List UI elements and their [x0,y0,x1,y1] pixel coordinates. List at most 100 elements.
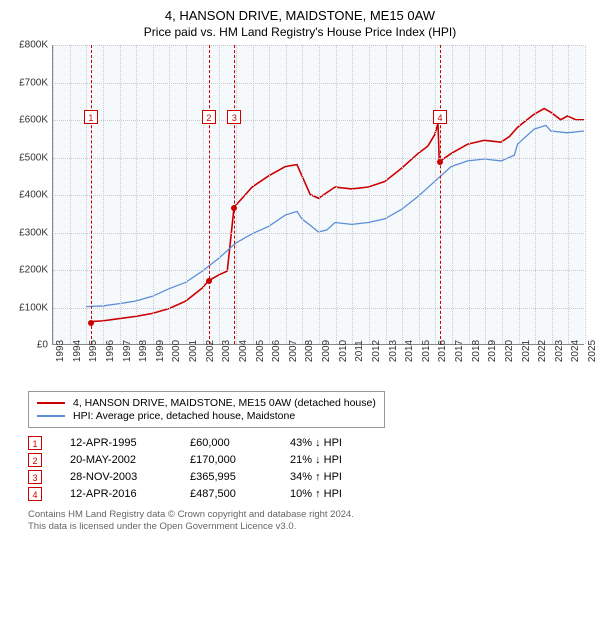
gridline-v [568,45,569,344]
y-tick-label: £600K [10,115,48,126]
legend-swatch [37,402,65,404]
sale-delta: 43% ↓ HPI [290,437,390,449]
x-tick-label: 2005 [255,340,266,362]
x-tick-label: 1999 [155,340,166,362]
x-tick-label: 2014 [404,340,415,362]
sale-date: 12-APR-2016 [70,488,190,500]
gridline-v [286,45,287,344]
sale-row: 328-NOV-2003£365,99534% ↑ HPI [28,470,586,484]
sale-date: 28-NOV-2003 [70,471,190,483]
sale-price: £60,000 [190,437,290,449]
footer-line2: This data is licensed under the Open Gov… [28,521,586,533]
chart: 1234 £0£100K£200K£300K£400K£500K£600K£70… [10,45,590,385]
sale-price: £487,500 [190,488,290,500]
footer-line1: Contains HM Land Registry data © Crown c… [28,509,586,521]
footer: Contains HM Land Registry data © Crown c… [28,509,586,534]
sale-row: 4 12-APR-2016£487,50010% ↑ HPI [28,487,586,501]
chart-plot: 1 23 4 [52,45,584,345]
series-line-price_paid [91,109,584,322]
sale-point [231,205,237,211]
x-tick-label: 2018 [471,340,482,362]
x-tick-label: 2006 [271,340,282,362]
y-tick-label: £400K [10,190,48,201]
x-tick-label: 2021 [521,340,532,362]
gridline-v [86,45,87,344]
sale-marker: 2 [28,453,42,467]
sales-table: 112-APR-1995£60,00043% ↓ HPI 2 20-MAY-2002… [28,436,586,501]
sale-date: 12-APR-1995 [70,437,190,449]
sale-row: 220-MAY-2002£170,00021% ↓ HPI [28,453,586,467]
gridline-v [386,45,387,344]
legend: 4, HANSON DRIVE, MAIDSTONE, ME15 0AW (de… [28,391,385,428]
y-tick-label: £800K [10,40,48,51]
page-title: 4, HANSON DRIVE, MAIDSTONE, ME15 0AW [10,8,590,23]
gridline-v [319,45,320,344]
sale-delta: 21% ↓ HPI [290,454,390,466]
x-tick-label: 1993 [55,340,66,362]
gridline-v [502,45,503,344]
marker-box: 4 [433,110,447,124]
gridline-v [203,45,204,344]
sale-delta: 34% ↑ HPI [290,471,390,483]
marker-box: 3 [227,110,241,124]
gridline-v [120,45,121,344]
x-tick-label: 2019 [487,340,498,362]
x-tick-label: 2013 [388,340,399,362]
gridline-v [70,45,71,344]
gridline-v [419,45,420,344]
page-subtitle: Price paid vs. HM Land Registry's House … [10,25,590,39]
sale-marker: 3 [28,470,42,484]
sale-delta: 10% ↑ HPI [290,488,390,500]
gridline-v [352,45,353,344]
sale-point [206,278,212,284]
x-tick-label: 1997 [122,340,133,362]
x-tick-label: 2002 [205,340,216,362]
legend-label: HPI: Average price, detached house, Maid… [73,410,295,422]
gridline-v [552,45,553,344]
sale-date: 20-MAY-2002 [70,454,190,466]
y-tick-label: £700K [10,77,48,88]
sale-row: 112-APR-1995£60,00043% ↓ HPI [28,436,586,450]
x-tick-label: 1996 [105,340,116,362]
x-tick-label: 2022 [537,340,548,362]
gridline-v [469,45,470,344]
gridline-v [535,45,536,344]
legend-item: HPI: Average price, detached house, Maid… [37,410,376,422]
y-tick-label: £100K [10,302,48,313]
marker-line [234,45,235,344]
x-tick-label: 2017 [454,340,465,362]
x-tick-label: 2000 [171,340,182,362]
marker-line [440,45,441,344]
y-tick-label: £200K [10,265,48,276]
marker-box: 1 [84,110,98,124]
gridline-v [136,45,137,344]
gridline-v [302,45,303,344]
gridline-v [452,45,453,344]
x-tick-label: 2004 [238,340,249,362]
x-tick-label: 2009 [321,340,332,362]
gridline-v [336,45,337,344]
gridline-v [402,45,403,344]
legend-label: 4, HANSON DRIVE, MAIDSTONE, ME15 0AW (de… [73,397,376,409]
x-tick-label: 2003 [221,340,232,362]
gridline-v [519,45,520,344]
x-tick-label: 2025 [587,340,598,362]
x-tick-label: 2011 [354,340,365,362]
marker-line [209,45,210,344]
x-tick-label: 2001 [188,340,199,362]
x-tick-label: 2012 [371,340,382,362]
x-tick-label: 2008 [304,340,315,362]
sale-marker: 4 [28,487,42,501]
x-tick-label: 2010 [338,340,349,362]
sale-point [88,320,94,326]
gridline-v [269,45,270,344]
x-tick-label: 2016 [437,340,448,362]
gridline-v [435,45,436,344]
gridline-v [153,45,154,344]
gridline-v [53,45,54,344]
gridline-v [186,45,187,344]
gridline-v [485,45,486,344]
x-tick-label: 2024 [570,340,581,362]
marker-box: 2 [202,110,216,124]
x-tick-label: 1998 [138,340,149,362]
